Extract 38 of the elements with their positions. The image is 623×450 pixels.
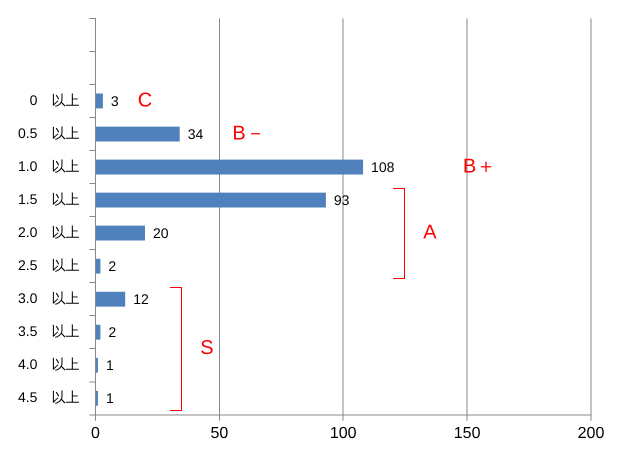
y-tick-label: 2.5 以上 — [18, 257, 80, 274]
annotation: B＋ — [462, 156, 496, 178]
x-tick-label: 0 — [91, 424, 100, 442]
y-tick-label: 4.0 以上 — [18, 356, 80, 372]
annotation: C — [138, 90, 152, 112]
x-tick-label: 50 — [210, 424, 228, 442]
x-tick-label: 150 — [454, 424, 481, 442]
data-label: 2 — [108, 324, 116, 340]
bar — [96, 258, 100, 274]
data-label: 93 — [334, 192, 350, 208]
y-tick-label: 2.0 以上 — [18, 224, 80, 240]
data-label: 108 — [371, 158, 395, 175]
bar — [96, 226, 146, 241]
data-label: 34 — [188, 126, 204, 142]
y-tick-label: 0.5 以上 — [18, 124, 80, 141]
y-tick-label: 4.5 以上 — [18, 389, 80, 406]
annotation: A — [423, 222, 438, 244]
data-label: 12 — [133, 291, 149, 308]
x-tick-label: 200 — [578, 424, 604, 442]
bar — [96, 192, 326, 208]
y-tick-label: 1.5 以上 — [18, 190, 80, 207]
data-label: 1 — [106, 357, 114, 374]
annotation: B－ — [232, 122, 266, 145]
annotation: S — [200, 337, 214, 360]
data-label: 2 — [108, 258, 116, 274]
data-label: 20 — [153, 224, 169, 241]
y-tick-label: 3.5 以上 — [18, 323, 80, 340]
bar — [96, 324, 100, 340]
bar — [96, 292, 126, 307]
y-tick-label: 3.0 以上 — [18, 290, 80, 306]
bar — [96, 160, 364, 174]
x-tick-label: 100 — [330, 424, 357, 442]
data-label: 3 — [110, 92, 119, 109]
y-tick-label: 1.0 以上 — [18, 158, 80, 174]
y-tick-label: 0 以上 — [30, 92, 80, 108]
bar — [96, 126, 180, 142]
data-label: 1 — [106, 390, 114, 406]
bar — [96, 94, 103, 108]
